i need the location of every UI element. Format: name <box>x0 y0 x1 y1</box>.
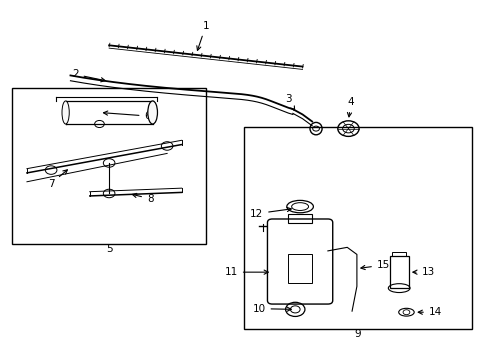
Text: 8: 8 <box>132 193 153 204</box>
Text: 12: 12 <box>249 207 291 219</box>
Text: 9: 9 <box>354 329 361 339</box>
Text: 7: 7 <box>48 170 67 189</box>
Text: 15: 15 <box>360 260 389 270</box>
Text: 2: 2 <box>72 69 105 82</box>
Ellipse shape <box>147 101 157 124</box>
Bar <box>389 256 408 288</box>
Text: 5: 5 <box>105 244 112 254</box>
Bar <box>244 127 471 329</box>
Text: 13: 13 <box>412 267 434 277</box>
Text: 14: 14 <box>417 307 441 317</box>
Text: 1: 1 <box>197 21 209 50</box>
Text: 3: 3 <box>284 94 294 111</box>
Bar <box>391 252 406 256</box>
Ellipse shape <box>62 101 69 124</box>
Bar <box>287 255 311 283</box>
Text: 4: 4 <box>346 97 353 117</box>
Text: 6: 6 <box>103 111 151 121</box>
Text: 10: 10 <box>252 304 291 314</box>
Bar <box>287 214 311 222</box>
Text: 11: 11 <box>224 267 268 277</box>
Bar <box>12 88 205 244</box>
